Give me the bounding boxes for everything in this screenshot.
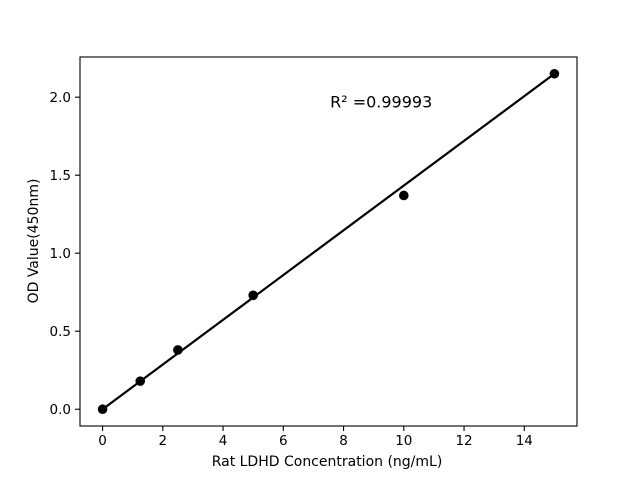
x-tick-label: 10 [395,433,412,449]
data-point [399,190,409,201]
data-point [173,345,183,355]
data-point [248,290,258,301]
data-point [135,376,146,386]
x-tick-label: 6 [279,433,288,449]
y-tick-label: 0.0 [50,402,71,418]
x-tick-label: 12 [455,433,472,449]
x-tick-label: 14 [516,433,533,449]
x-tick-label: 0 [98,433,107,449]
x-tick-label: 4 [219,433,228,449]
x-tick-label: 2 [159,433,168,449]
x-axis-label: Rat LDHD Concentration (ng/mL) [211,454,443,470]
data-point [549,68,560,79]
x-tick-label: 8 [339,433,348,449]
y-tick-label: 2.0 [50,90,71,106]
data-point [97,404,108,415]
y-tick-label: 1.0 [50,246,71,262]
y-axis-label: OD Value(450nm) [26,178,42,304]
r-squared-annotation: R² =0.99993 [330,92,433,112]
y-tick-label: 1.5 [50,168,71,184]
y-tick-label: 0.5 [50,324,71,340]
